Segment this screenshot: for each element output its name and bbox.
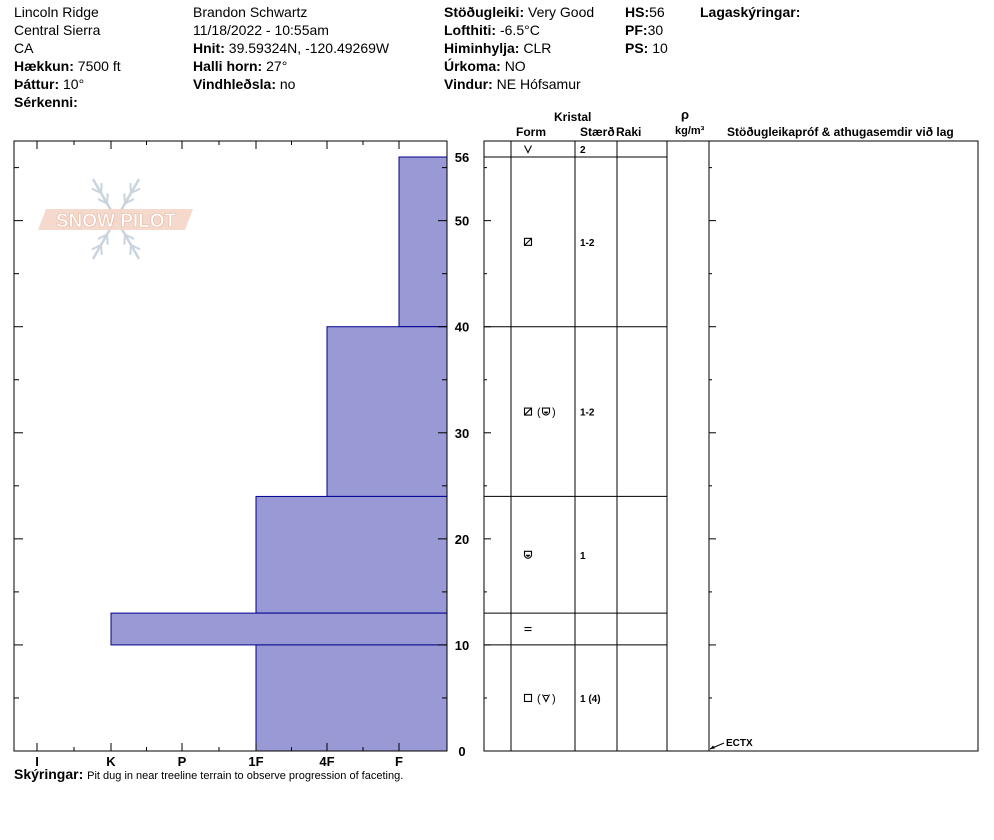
ps-value: 10: [652, 40, 668, 56]
y-tick-label: 10: [455, 638, 469, 653]
remarks-label: Skýringar:: [14, 766, 84, 782]
range-name: Central Sierra: [14, 22, 101, 38]
hs-row: HS:56: [625, 4, 665, 20]
grain-size-label: 1-2: [580, 408, 595, 419]
coords-row: Hnit: 39.59324N, -120.49269W: [193, 40, 390, 56]
surface-hoar-symbol: [524, 145, 532, 154]
grain-form-symbol-3: [524, 626, 532, 632]
layer-notes-label: Lagaskýringar:: [700, 4, 801, 20]
layer-table: [483, 140, 979, 752]
hardness-bars: [110, 156, 448, 752]
x-tick-label: K: [106, 754, 116, 769]
y-tick-label: 50: [455, 214, 469, 229]
header-col2: Brandon Schwartz 11/18/2022 - 10:55am Hn…: [193, 3, 389, 93]
grain-form-symbol-4: (): [523, 693, 556, 705]
x-tick-label: F: [395, 754, 403, 769]
grain-size-label: 1: [580, 551, 586, 562]
slope-row: Halli horn: 27°: [193, 58, 288, 74]
aspect-value: 10°: [63, 76, 85, 92]
svg-text:): ): [552, 693, 556, 705]
y-tick-label: 20: [455, 532, 469, 547]
hardness-bar-2: [255, 495, 448, 614]
layer-rows: 1-2 () 1-2 1 () 1 (4) 2 ECTX: [484, 145, 753, 750]
features-row: Sérkenni:: [14, 94, 78, 110]
rho-header: ρ: [681, 107, 689, 122]
hs-value: 56: [649, 4, 665, 20]
wind-loading-row: Vindhleðsla: no: [193, 76, 296, 92]
stability-value: Very Good: [528, 4, 595, 20]
hardness-chart-frame: [13, 140, 448, 752]
crystal-header: Kristal: [554, 110, 591, 124]
hardness-bar-3: [110, 612, 448, 646]
header-col4: HS:56 PF:30 PS: 10: [625, 3, 668, 57]
wind-value: NE Hófsamur: [496, 76, 581, 92]
moisture-header: Raki: [616, 125, 641, 139]
pf-value: 30: [647, 22, 664, 38]
x-tick-label: P: [178, 754, 187, 769]
x-tick-label: 4F: [319, 754, 334, 769]
air-temp-value: -6.5°C: [499, 22, 540, 38]
tests-header: Stöðugleikapróf & athugasemdir við lag: [727, 125, 954, 139]
grain-size-label: 1-2: [580, 238, 595, 249]
x-tick-label: 1F: [248, 754, 263, 769]
hardness-x-axis: I K P 1F 4F F: [35, 141, 403, 769]
header-col1: Lincoln Ridge Central Sierra CA Hækkun: …: [14, 3, 121, 111]
grain-size-label: 1 (4): [580, 694, 601, 705]
hardness-bar-0: [398, 156, 448, 328]
surface-size-label: 2: [580, 145, 586, 156]
wind-loading-value: no: [279, 76, 296, 92]
datetime: 11/18/2022 - 10:55am: [193, 22, 329, 38]
form-header: Form: [516, 125, 546, 139]
observer-name: Brandon Schwartz: [193, 4, 308, 20]
snowpilot-logo: SNOW PILOT: [38, 178, 193, 260]
slope-value: 27°: [266, 58, 288, 74]
sky-row: Himinhylja: CLR: [444, 40, 552, 56]
aspect-row: Þáttur: 10°: [14, 76, 85, 92]
remarks: Skýringar: Pit dug in near treeline terr…: [14, 766, 403, 782]
stability-test-marker: ECTX: [709, 738, 753, 750]
grain-form-symbol-1: (): [523, 407, 556, 419]
svg-text:(: (: [537, 407, 541, 419]
elevation-row: Hækkun: 7500 ft: [14, 58, 121, 74]
ps-row: PS: 10: [625, 40, 668, 56]
header-col3: Stöðugleiki: Very Good Lofthiti: -6.5°C …: [444, 3, 594, 93]
table-frame: [483, 140, 979, 752]
air-temp-row: Lofthiti: -6.5°C: [444, 22, 540, 38]
y-tick-label: 56: [455, 150, 469, 165]
svg-text:(: (: [537, 693, 541, 705]
elevation-value: 7500 ft: [77, 58, 121, 74]
snowpilot-logo-text: SNOW PILOT: [56, 211, 177, 232]
density-unit-header: kg/m³: [675, 125, 705, 137]
x-tick-label: I: [35, 754, 39, 769]
stability-row: Stöðugleiki: Very Good: [444, 4, 595, 20]
precip-value: NO: [504, 58, 526, 74]
state-name: CA: [14, 40, 34, 56]
precip-row: Úrkoma: NO: [444, 58, 526, 74]
y-tick-label: 0: [458, 744, 465, 759]
grain-form-symbol-2: [523, 550, 533, 559]
stability-test-label: ECTX: [726, 738, 753, 749]
y-tick-label: 30: [455, 426, 469, 441]
wind-row: Vindur: NE Hófsamur: [444, 76, 581, 92]
remarks-text: Pit dug in near treeline terrain to obse…: [87, 770, 404, 782]
hardness-bar-4: [255, 644, 448, 752]
svg-text:): ): [552, 407, 556, 419]
sky-value: CLR: [523, 40, 552, 56]
pf-row: PF:30: [625, 22, 664, 38]
y-tick-label: 40: [455, 320, 469, 335]
coords-value: 39.59324N, -120.49269W: [228, 40, 390, 56]
hardness-bar-1: [326, 326, 448, 497]
location-name: Lincoln Ridge: [14, 4, 99, 20]
size-header: Stærð: [580, 125, 615, 139]
grain-form-symbol-0: [523, 237, 533, 246]
